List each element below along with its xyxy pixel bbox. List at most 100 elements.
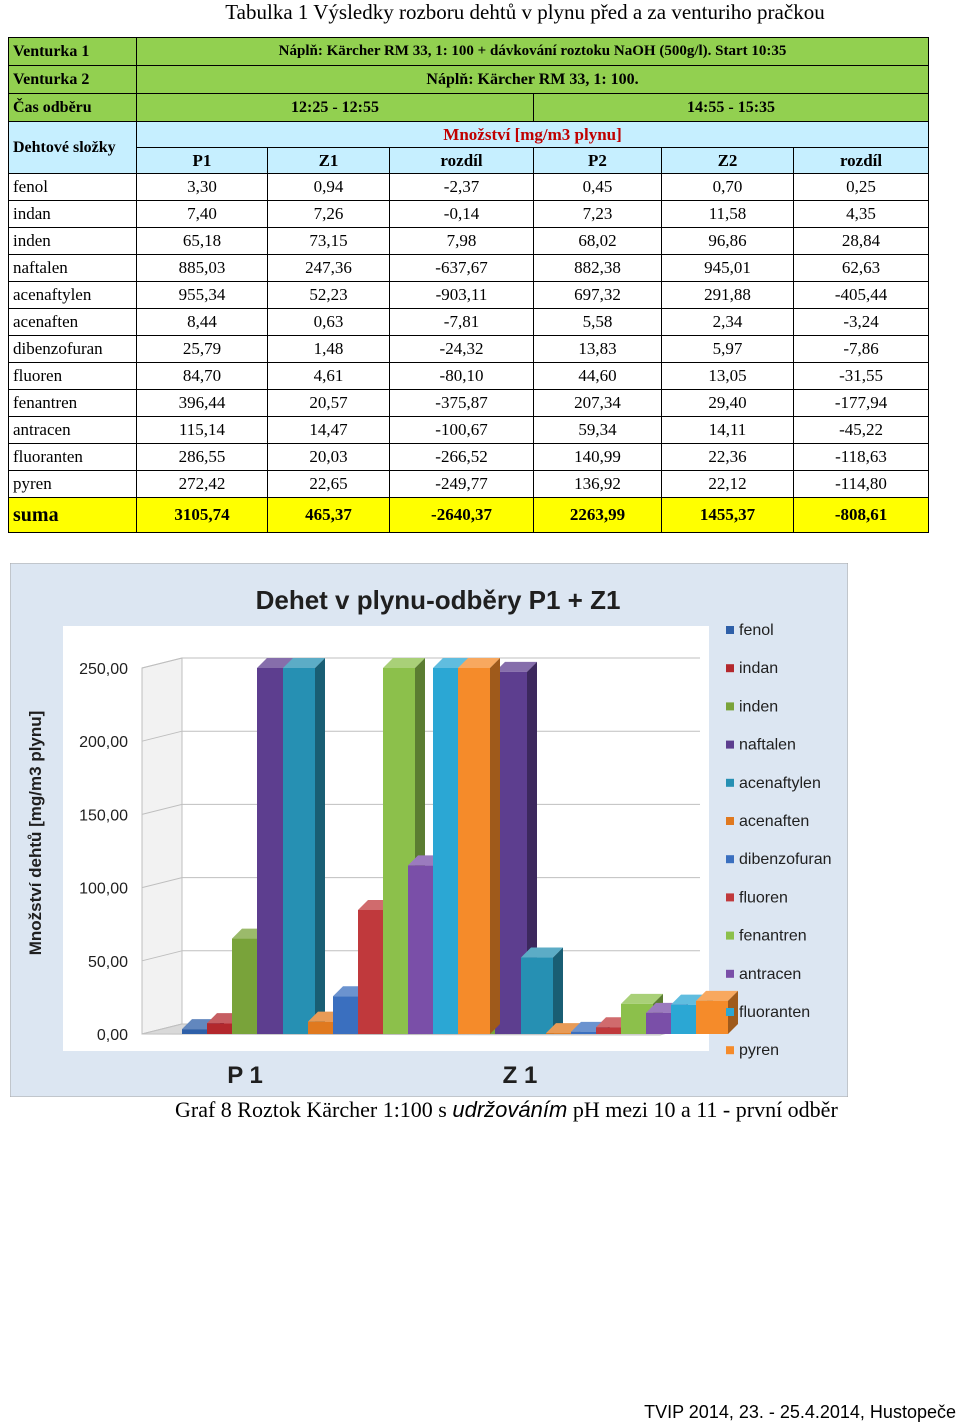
- cas-t1: 12:25 - 12:55: [136, 93, 534, 122]
- bar-top: [283, 658, 325, 668]
- bar: [696, 1000, 728, 1034]
- value-cell: -637,67: [389, 254, 534, 282]
- value-cell: -45,22: [792, 416, 930, 444]
- bar: [596, 1027, 628, 1034]
- value-cell: 20,03: [267, 443, 390, 471]
- table-row: fluoren 84,70 4,61 -80,10 44,60 13,05 -31,55: [8, 362, 930, 390]
- value-cell: -100,67: [389, 416, 534, 444]
- value-cell: -31,55: [792, 362, 930, 390]
- legend-swatch: [726, 778, 734, 787]
- value-cell: 68,02: [533, 227, 662, 255]
- value-cell: 0,25: [792, 173, 930, 201]
- value-cell: 0,70: [661, 173, 794, 201]
- gridline: [141, 877, 183, 889]
- legend-entry: fluoren: [739, 889, 788, 906]
- y-tick-label: 250,00: [79, 661, 128, 678]
- legend-entry: pyren: [739, 1042, 779, 1059]
- sum-cell: -2640,37: [389, 497, 534, 533]
- value-cell: -24,32: [389, 335, 534, 363]
- footer: TVIP 2014, 23. - 25.4.2014, Hustopeče: [644, 1402, 956, 1422]
- value-cell: 73,15: [267, 227, 390, 255]
- table-row: inden 65,18 73,15 7,98 68,02 96,86 28,84: [8, 227, 930, 255]
- legend-swatch: [726, 969, 734, 978]
- y-tick-label: 200,00: [79, 734, 128, 751]
- table-row: dibenzofuran 25,79 1,48 -24,32 13,83 5,97 -7,8…: [8, 335, 930, 363]
- legend-swatch: [726, 893, 734, 902]
- components-label: Dehtové složky: [8, 121, 137, 174]
- value-cell: -118,63: [792, 443, 930, 471]
- value-cell: 65,18: [136, 227, 268, 255]
- value-cell: 0,94: [267, 173, 390, 201]
- value-cell: -375,87: [389, 389, 534, 417]
- component-name: fenantren: [8, 389, 137, 417]
- venturka1-row: Venturka 1 Náplň: Kärcher RM 33, 1: 100 …: [8, 37, 930, 66]
- value-cell: 882,38: [533, 254, 662, 282]
- legend-swatch: [726, 817, 734, 825]
- bar: [182, 1029, 214, 1034]
- table-row: naftalen 885,03 247,36 -637,67 882,38 945,01 6…: [8, 254, 930, 282]
- gridline: [141, 803, 183, 815]
- value-cell: 396,44: [136, 389, 268, 417]
- sum-cell: -808,61: [792, 497, 930, 533]
- legend-swatch: [726, 626, 734, 634]
- value-cell: -80,10: [389, 362, 534, 390]
- chart-title: Dehet v plynu-odběry P1 + Z1: [256, 585, 621, 615]
- component-name: acenaften: [8, 308, 137, 336]
- value-cell: 11,58: [661, 200, 794, 228]
- chart-side-wall: [141, 657, 183, 1035]
- value-cell: 272,42: [136, 470, 268, 498]
- value-cell: -249,77: [389, 470, 534, 498]
- legend-swatch: [726, 931, 734, 940]
- legend-swatch: [726, 702, 734, 711]
- value-cell: 8,44: [136, 308, 268, 336]
- value-cell: 52,23: [267, 281, 390, 309]
- table-row: pyren 272,42 22,65 -249,77 136,92 22,12 -114,8…: [8, 470, 930, 498]
- value-cell: 5,58: [533, 308, 662, 336]
- sum-cell: 1455,37: [661, 497, 794, 533]
- y-tick-label: 100,00: [79, 881, 128, 898]
- venturka2-row: Venturka 2 Náplň: Kärcher RM 33, 1: 100.: [8, 65, 930, 94]
- legend-entry: fluoranten: [739, 1004, 810, 1021]
- value-cell: 3,30: [136, 173, 268, 201]
- sum-cell: 3105,74: [136, 497, 268, 533]
- y-tick-label: 150,00: [79, 807, 128, 824]
- component-name: acenaftylen: [8, 281, 137, 309]
- legend-swatch: [726, 1046, 734, 1055]
- table-row: fluoranten 286,55 20,03 -266,52 140,99 22,36-…: [8, 443, 930, 471]
- legend-swatch: [726, 855, 734, 864]
- sum-cell: 2263,99: [533, 497, 662, 533]
- bar-chart: Dehet v plynu-odběry P1 + Z1 Množství de…: [10, 563, 848, 1097]
- y-axis-label: Množství dehtů [mg/m3 plynu]: [26, 711, 45, 956]
- venturka2-value: Náplň: Kärcher RM 33, 1: 100.: [135, 65, 930, 94]
- legend-entry: fenol: [739, 622, 774, 639]
- component-name: fenol: [8, 173, 137, 201]
- value-cell: 13,05: [661, 362, 794, 390]
- value-cell: 7,40: [136, 200, 268, 228]
- value-cell: 29,40: [661, 389, 794, 417]
- component-name: inden: [8, 227, 137, 255]
- col-p1: P1: [136, 147, 268, 174]
- bar: [283, 668, 315, 1034]
- bar-top: [458, 658, 500, 668]
- value-cell: 14,11: [661, 416, 794, 444]
- bar-top: [495, 661, 537, 672]
- caption-text-end: pH mezi 10 a 11 - první odběr: [567, 1097, 838, 1122]
- gridline: [141, 730, 183, 742]
- value-cell: 1,48: [267, 335, 390, 363]
- value-cell: 955,34: [136, 281, 268, 309]
- col-rozdil2: rozdíl: [792, 147, 930, 174]
- cas-t2: 14:55 - 15:35: [532, 93, 930, 122]
- value-cell: 44,60: [533, 362, 662, 390]
- value-cell: 140,99: [533, 443, 662, 471]
- value-cell: 25,79: [136, 335, 268, 363]
- value-cell: 115,14: [136, 416, 268, 444]
- y-tick-label: 50,00: [88, 954, 128, 971]
- bar: [207, 1023, 239, 1034]
- sum-label: suma: [8, 497, 137, 533]
- caption-text: Graf 8 Roztok Kärcher 1:100 s: [175, 1097, 453, 1122]
- legend-swatch: [726, 740, 734, 749]
- bar: [646, 1012, 678, 1034]
- legend-entry: fenantren: [739, 928, 807, 945]
- component-name: dibenzofuran: [8, 335, 137, 363]
- cas-label: Čas odběru: [8, 93, 137, 122]
